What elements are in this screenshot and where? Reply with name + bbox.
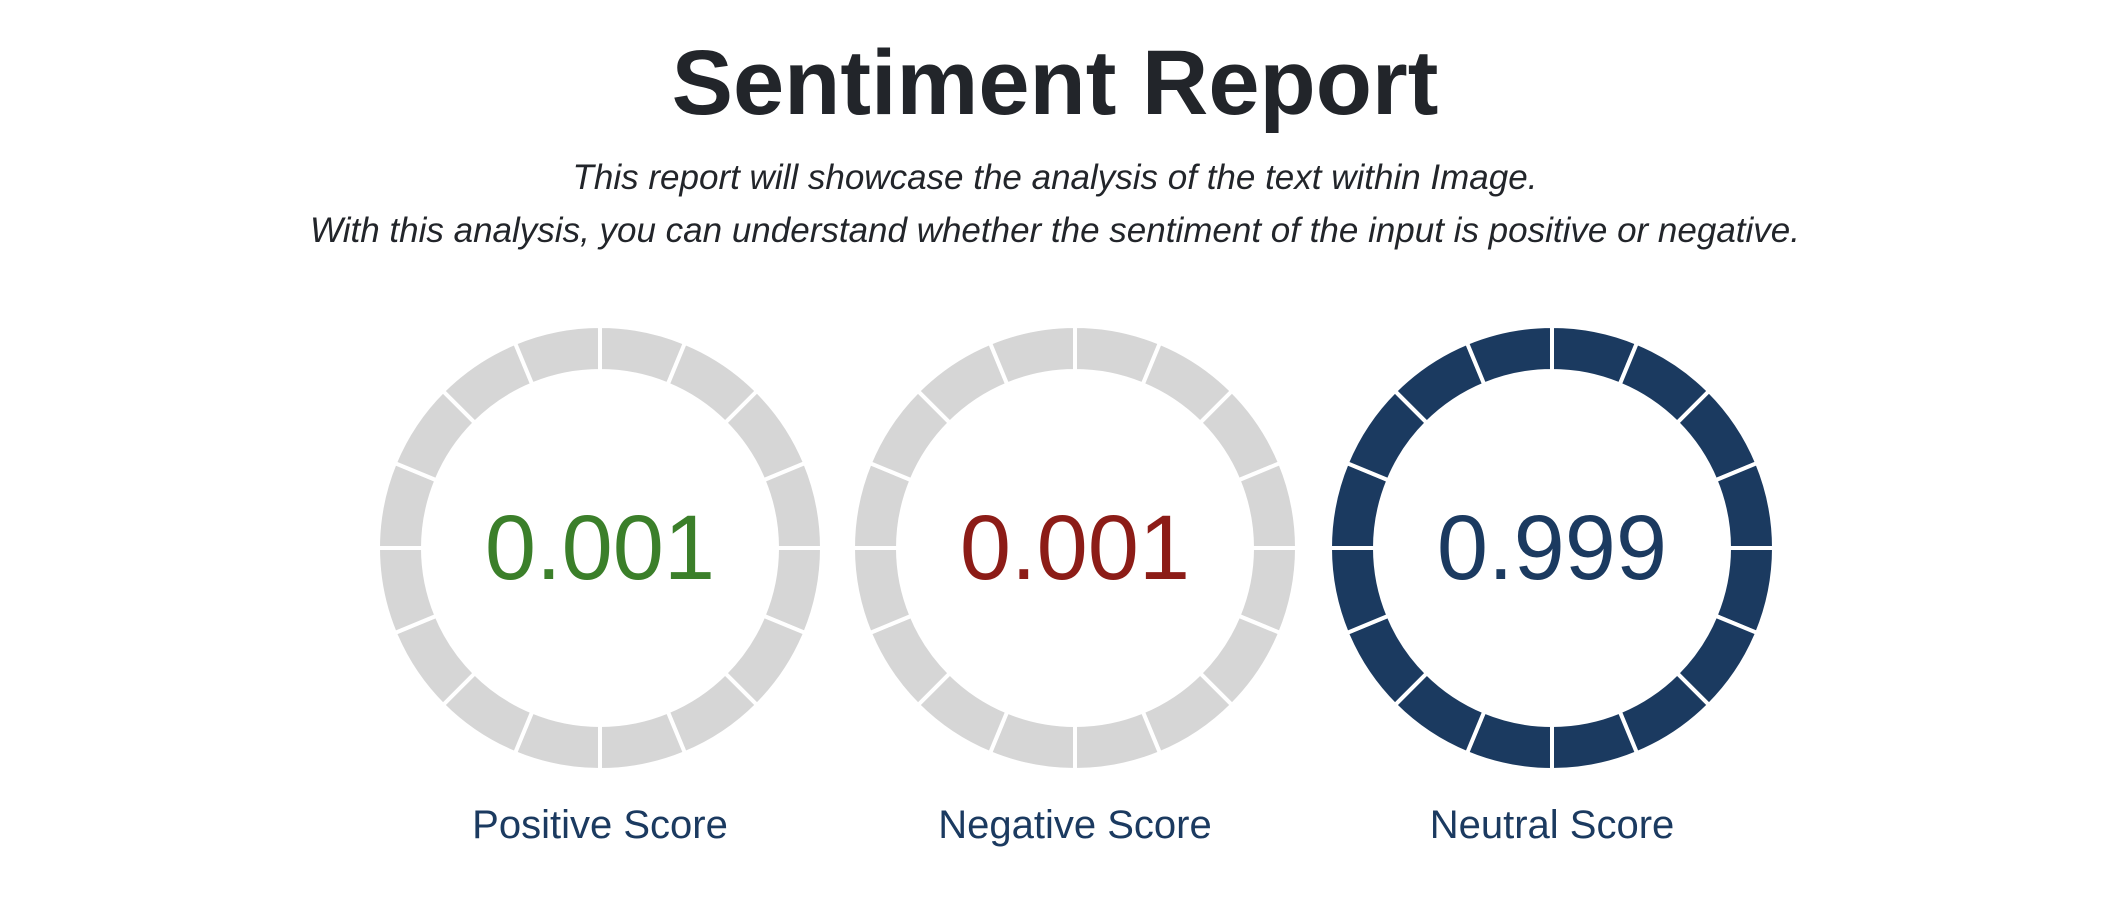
positive-score-label: Positive Score [472,803,728,847]
negative-gauge-segment [1235,460,1300,550]
negative-score-value: 0.001 [960,497,1190,599]
neutral-gauge-segment [1464,323,1554,388]
page-title: Sentiment Report [671,32,1439,134]
report-description-line-1: This report will showcase the analysis o… [572,158,1538,197]
neutral-gauge-segment [1327,546,1392,636]
positive-score-value: 0.001 [485,497,715,599]
negative-gauge-segment [1073,708,1163,773]
negative-gauge-segment [987,323,1077,388]
positive-gauge-segment [760,460,825,550]
positive-gauge-segment [598,708,688,773]
neutral-gauge-segment [1550,708,1640,773]
positive-gauge-segment [512,323,602,388]
neutral-score-value: 0.999 [1437,497,1667,599]
neutral-gauge-segment [1712,460,1777,550]
negative-score-label: Negative Score [938,803,1212,847]
positive-gauge-segment [375,546,440,636]
negative-gauge-segment [850,546,915,636]
report-description-line-2: With this analysis, you can understand w… [310,211,1800,250]
neutral-score-label: Neutral Score [1429,803,1675,847]
